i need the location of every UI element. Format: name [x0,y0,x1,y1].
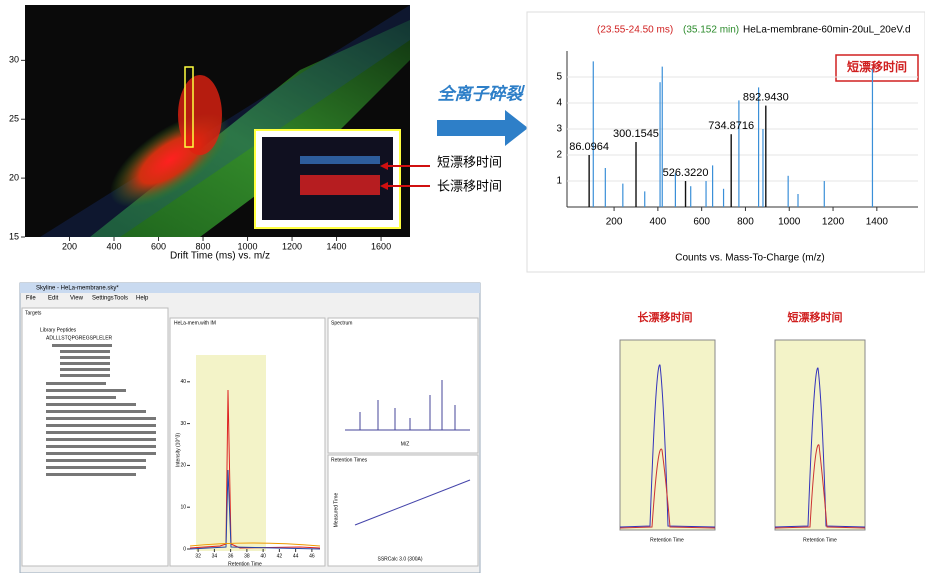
badge: 短漂移时间 [847,59,907,74]
menu-item: Settings [92,296,114,302]
chrom-title: 短漂移时间 [788,310,843,324]
panel-title: Retention Times [331,457,368,463]
rt-panel [328,455,478,566]
window-title: Skyline - HeLa-membrane.sky* [36,286,119,292]
x-tick-label: 1200 [822,217,845,228]
x-tick-label: 1000 [778,217,801,228]
peak-label: 300.1545 [613,128,659,140]
inset-blob [300,156,380,164]
x-tick-label: 40 [260,553,266,559]
page: 短漂移时间 长漂移时间 Drift Time (ms) vs. m/z 全离子碎… [0,0,925,573]
arrow-label: 全离子碎裂 [438,84,526,103]
x-tick-label: 800 [737,217,754,228]
inset-blob [300,175,380,195]
x-tick-label: 36 [228,553,234,559]
x-tick-label: 34 [212,553,218,559]
peak-label: 892.9430 [743,92,789,104]
x-tick-label: 1000 [238,241,258,251]
x-tick-label: 38 [244,553,250,559]
x-tick-label: 44 [293,553,299,559]
peak-label: 734.8716 [708,120,754,132]
chrom-plot [775,340,865,530]
x-tick-label: 42 [277,553,283,559]
y-tick-label: 10 [180,505,186,511]
x-tick-label: 400 [107,241,122,251]
x-tick-label: 1400 [866,217,889,228]
y-tick-label: 4 [556,98,562,109]
menu-item: Tools [114,296,128,302]
tree-title: Targets [25,310,42,316]
axis-label: M/Z [401,441,410,447]
tree-item: Library Peptides [40,327,77,333]
spectrum-panel [328,318,478,453]
inset-label: 长漂移时间 [437,178,502,193]
x-axis-label: Counts vs. Mass-To-Charge (m/z) [675,253,824,264]
header-time: (35.152 min) [683,25,739,36]
peak-label: 86.0964 [569,141,609,153]
y-tick-label: 20 [180,463,186,469]
x-tick-label: 1600 [371,241,391,251]
y-tick-label: 0 [183,546,186,552]
menu-item: Help [136,296,149,302]
menu-item: Edit [48,296,59,302]
axis-label: Retention Time [803,537,837,543]
big-arrow [437,110,528,146]
y-tick-label: 1 [556,176,562,187]
axis-label: Retention Time [228,561,262,567]
header-range: (23.55-24.50 ms) [597,25,673,36]
x-tick-label: 32 [195,553,201,559]
chart-title: HeLa-mem.with IM [174,320,216,326]
y-tick-label: 3 [556,124,562,135]
peak-label: 526.3220 [663,167,709,179]
x-tick-label: 600 [151,241,166,251]
inset-label: 短漂移时间 [437,154,502,169]
y-tick-label: 40 [180,379,186,385]
y-tick-label: 25 [9,114,19,124]
y-tick-label: 15 [9,231,19,241]
y-tick-label: 2 [556,150,562,161]
panel-title: Spectrum [331,320,352,326]
x-tick-label: 400 [650,217,667,228]
axis-label: Retention Time [650,537,684,543]
chrom-title: 长漂移时间 [638,310,693,324]
x-tick-label: 200 [606,217,623,228]
x-tick-label: 800 [196,241,211,251]
menu-item: File [26,296,36,302]
menu-item: View [70,296,84,302]
y-tick-label: 20 [9,172,19,182]
tree-item: ADLLLSTQPGREGSPLELER [46,335,113,341]
x-tick-label: 1400 [327,241,347,251]
header-file: HeLa-membrane-60min-20uL_20eV.d [743,25,911,36]
x-tick-label: 600 [693,217,710,228]
x-tick-label: 200 [62,241,77,251]
axis-label: Measured Time [333,493,339,528]
y-tick-label: 30 [180,421,186,427]
x-axis-label: Drift Time (ms) vs. m/z [170,251,270,262]
figure: 短漂移时间 长漂移时间 Drift Time (ms) vs. m/z 全离子碎… [0,0,925,573]
x-tick-label: 1200 [282,241,302,251]
y-tick-label: 30 [9,55,19,65]
y-tick-label: 5 [556,72,562,83]
axis-label: SSRCalc 3.0 (300A) [377,556,422,562]
x-tick-label: 46 [309,553,315,559]
